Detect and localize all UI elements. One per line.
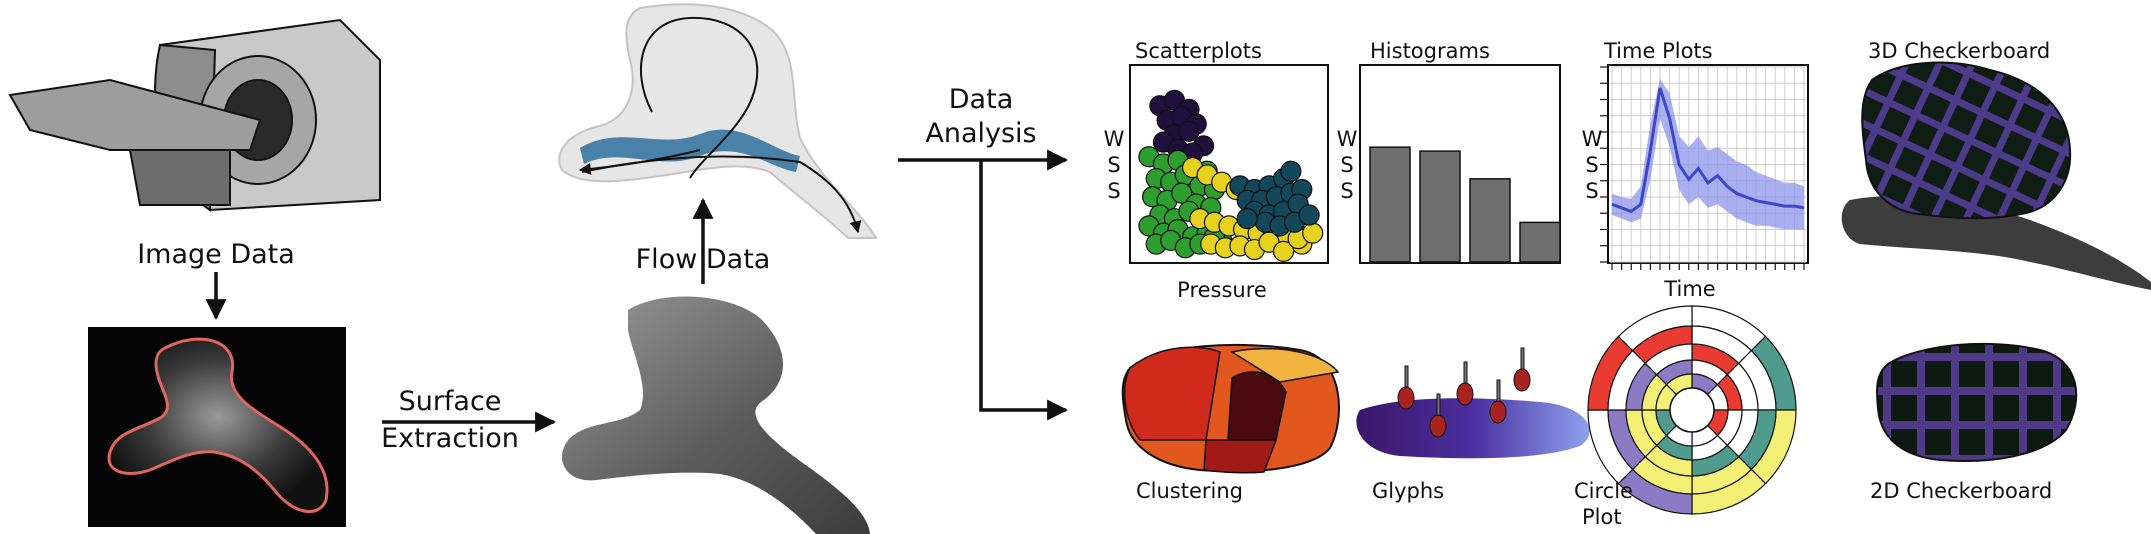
- time-plot-mean-line: [1611, 87, 1805, 214]
- scatter-y-label-s2: S: [1107, 179, 1120, 203]
- checker3d-image: [1841, 61, 2151, 290]
- time-y-label-w: W: [1582, 127, 1603, 151]
- checker2d-image: [1876, 342, 2078, 462]
- extracted-surface-image: [562, 296, 870, 534]
- scatterplot-marks: [1138, 89, 1324, 262]
- data-analysis-label-1: Data: [949, 84, 1013, 115]
- surface-extraction-label-2: Extraction: [381, 423, 519, 454]
- checker3d-title: 3D Checkerboard: [1868, 39, 2050, 63]
- hist-y-label-s1: S: [1340, 153, 1353, 177]
- time-y-label-s1: S: [1585, 153, 1598, 177]
- time-y-label-s2: S: [1585, 179, 1598, 203]
- glyphs-label: Glyphs: [1372, 479, 1444, 503]
- scatter-point: [1236, 208, 1258, 230]
- histogram-bar: [1519, 221, 1561, 263]
- histogram-bar: [1469, 178, 1511, 263]
- surface-extraction-label-1: Surface: [399, 386, 502, 417]
- hist-y-label-s2: S: [1340, 179, 1353, 203]
- histograms-title: Histograms: [1370, 39, 1490, 63]
- pipeline-arrows: [205, 149, 1069, 433]
- histogram-bars: [1369, 146, 1561, 263]
- glyphs-image: [1356, 347, 1590, 459]
- data-analysis-label-2: Analysis: [925, 118, 1036, 149]
- circle-plot-center: [1669, 387, 1715, 433]
- image-data-label: Image Data: [137, 239, 295, 270]
- scatter-y-label-s1: S: [1107, 153, 1120, 177]
- time-plot-grid: [1600, 66, 1806, 270]
- scatter-point: [1280, 160, 1302, 182]
- clustering-image: [1121, 343, 1340, 474]
- scatter-point: [1298, 204, 1320, 226]
- flow-vessel-image: [558, 3, 878, 239]
- clustering-label: Clustering: [1136, 479, 1243, 503]
- checker2d-label: 2D Checkerboard: [1870, 479, 2052, 503]
- scatter-point: [1302, 222, 1324, 244]
- flow-data-label: Flow Data: [636, 244, 771, 275]
- circle-plot-label-2: Plot: [1582, 505, 1622, 529]
- time-x-label: Time: [1663, 277, 1715, 301]
- scatter-point: [1178, 120, 1200, 142]
- time-plot-band: [1612, 78, 1804, 230]
- ct-scanner-icon: [8, 18, 381, 212]
- time-plots-title: Time Plots: [1603, 39, 1713, 63]
- scatterplots-title: Scatterplots: [1135, 39, 1262, 63]
- circle-plot-image: [1587, 305, 1797, 515]
- scatter-point: [1272, 240, 1295, 262]
- hist-y-label-w: W: [1337, 127, 1358, 151]
- histogram-bar: [1369, 146, 1411, 263]
- scatter-x-label: Pressure: [1177, 278, 1267, 302]
- histogram-bar: [1419, 150, 1461, 263]
- scatter-point: [1171, 182, 1193, 204]
- scatter-y-label-w: W: [1104, 127, 1125, 151]
- circle-plot-label-1: Circle: [1574, 479, 1633, 503]
- ct-slice-image: [88, 327, 346, 527]
